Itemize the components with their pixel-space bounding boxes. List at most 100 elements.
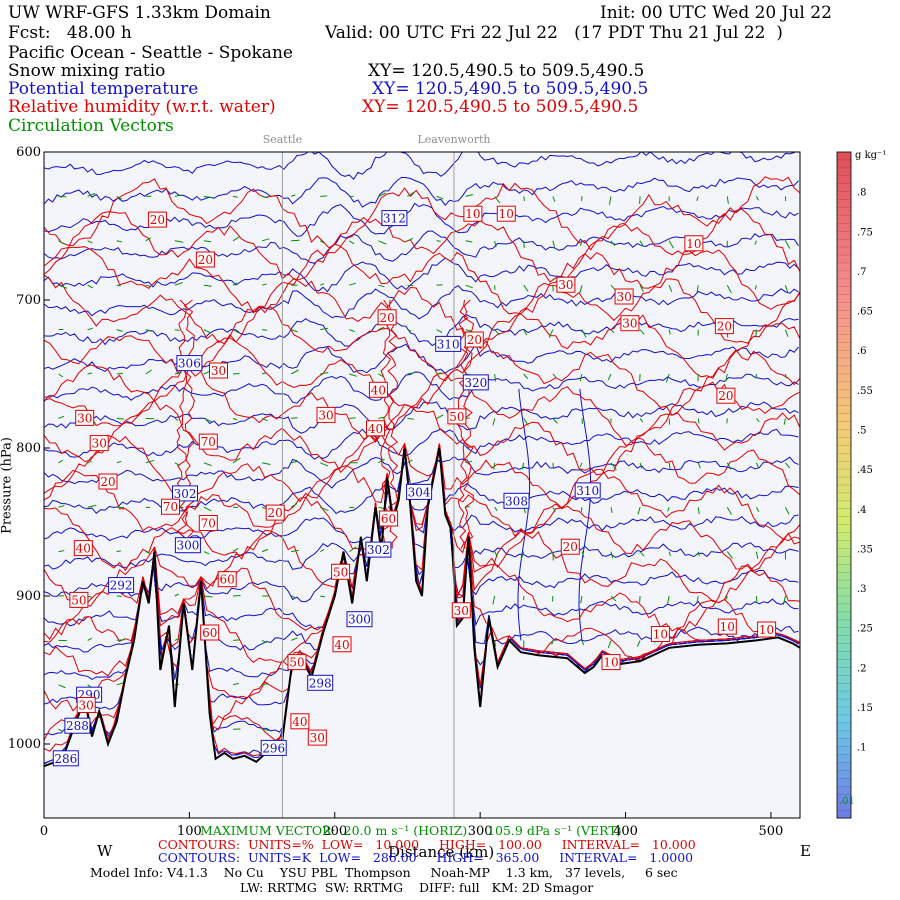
rh-label-box: [366, 420, 385, 437]
circulation-vector: [232, 282, 238, 286]
circulation-vector: [87, 240, 93, 244]
circulation-vector: [320, 506, 329, 512]
rh-label: 40: [368, 422, 383, 436]
colorbar-segment: [837, 239, 851, 248]
rh-label-box: [379, 510, 399, 527]
y-tick-label: 900: [16, 589, 41, 604]
circulation-vector: [552, 506, 556, 512]
circulation-vector: [785, 240, 791, 249]
colorbar-label: .65: [857, 307, 873, 318]
circulation-vector: [174, 282, 183, 286]
colorbar-segment: [837, 199, 851, 209]
circulation-vector: [667, 595, 670, 604]
rh-label-box: [757, 621, 777, 638]
header-title: UW WRF-GFS 1.33km Domain: [8, 3, 271, 23]
x-tick-label: 0: [40, 824, 48, 839]
circulation-vector: [636, 640, 641, 647]
circulation-vector: [726, 196, 729, 204]
colorbar-segment: [837, 540, 851, 549]
rh-label: 30: [616, 290, 631, 304]
rh-label-box: [650, 626, 670, 642]
rh-label: 20: [467, 333, 482, 347]
circulation-vector: [261, 195, 269, 199]
rh-contour: [44, 176, 800, 251]
rh-label-box: [368, 381, 388, 398]
rh-label-box: [463, 205, 483, 222]
theta-label-box: [52, 750, 79, 767]
rh-contour: [44, 433, 800, 509]
circulation-vector: [320, 595, 326, 598]
circulation-vector: [58, 550, 65, 553]
circulation-vector: [378, 240, 387, 245]
circulation-vector: [407, 284, 414, 287]
rh-label: 10: [686, 237, 701, 251]
x-tick-label: 400: [613, 824, 638, 839]
circulation-vector: [349, 282, 356, 286]
rh-label-box: [217, 571, 237, 588]
circulation-vector: [203, 240, 212, 243]
circulation-vector: [492, 418, 496, 426]
colorbar-segment: [837, 207, 851, 216]
rh-label: 30: [77, 411, 92, 425]
theta-label-box: [260, 739, 287, 756]
circulation-vector: [232, 417, 237, 421]
colorbar-segment: [837, 603, 851, 613]
colorbar-segment: [837, 445, 851, 454]
circulation-vector: [407, 329, 412, 332]
circulation-vector: [291, 239, 300, 242]
rh-label: 20: [379, 311, 394, 325]
circulation-vector: [349, 546, 357, 553]
circulation-vector: [726, 551, 733, 559]
circulation-vector: [58, 505, 65, 508]
colorbar-segment: [837, 310, 851, 320]
field-vectors-name: Circulation Vectors: [8, 116, 174, 136]
rh-label-box: [98, 473, 118, 490]
circulation-vector: [755, 462, 759, 468]
circulation-vector: [116, 550, 122, 553]
theta-label: 302: [367, 543, 390, 557]
colorbar-label: .35: [857, 544, 873, 555]
rh-label-box: [73, 540, 93, 557]
circulation-vector: [203, 417, 212, 423]
circulation-vector: [754, 285, 757, 290]
circulation-vector: [203, 462, 212, 467]
circulation-vector: [116, 284, 121, 287]
colorbar-segment: [837, 707, 851, 716]
east-label: E: [800, 842, 811, 860]
theta-label-box: [174, 537, 201, 554]
circulation-vector: [523, 373, 529, 380]
colorbar-segment: [837, 215, 851, 224]
field-rh-name: Relative humidity (w.r.t. water): [8, 97, 276, 117]
circulation-vector: [668, 462, 671, 470]
circulation-vector: [232, 595, 241, 597]
circulation-vector: [436, 414, 444, 419]
rh-contour: [44, 208, 800, 283]
rh-label: 20: [268, 506, 283, 520]
rh-label-box: [377, 309, 397, 326]
circulation-vector: [145, 417, 155, 420]
circulation-vector: [581, 551, 585, 558]
circulation-vector: [608, 196, 612, 205]
circulation-vector: [494, 196, 501, 204]
field-snow-name: Snow mixing ratio: [8, 61, 166, 81]
rh-label-box: [332, 636, 352, 653]
rh-contour: [44, 443, 800, 607]
rh-contour: [44, 305, 800, 382]
circulation-vector: [610, 507, 613, 514]
colorbar-segment: [837, 183, 851, 193]
circulation-vector: [174, 417, 179, 421]
colorbar-segment: [837, 770, 851, 779]
rh-label: 40: [371, 383, 386, 397]
colorbar-segment: [837, 191, 851, 201]
colorbar-segment: [837, 302, 851, 312]
theta-label: 298: [309, 676, 332, 690]
circulation-vector: [637, 507, 641, 515]
circulation-vector: [520, 551, 525, 559]
circulation-vector: [261, 639, 268, 644]
colorbar-segment: [837, 231, 851, 240]
colorbar-segment: [837, 572, 851, 581]
circulation-vector: [552, 196, 556, 202]
circulation-vector: [494, 640, 496, 647]
colorbar-segment: [837, 405, 851, 415]
theta-label-box: [574, 482, 601, 499]
